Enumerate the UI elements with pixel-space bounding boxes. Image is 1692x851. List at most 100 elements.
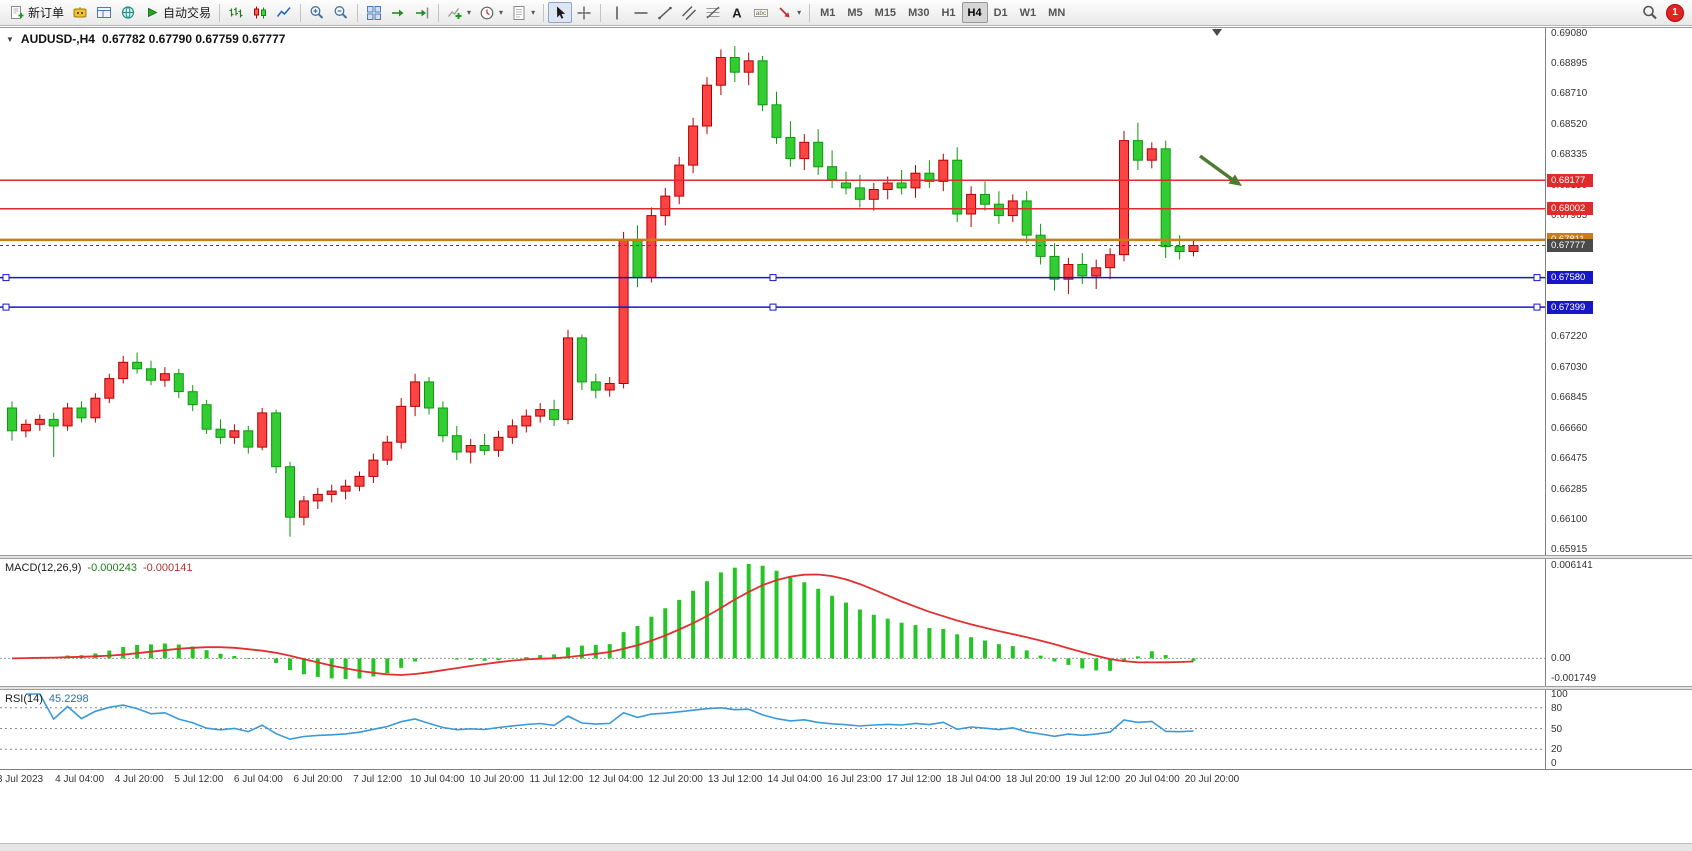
fibonacci-button[interactable]: [701, 2, 725, 23]
dropdown-caret-icon: ▾: [499, 8, 504, 17]
text-button[interactable]: A: [725, 2, 749, 23]
chart-quote: 0.67782 0.67790 0.67759 0.67777: [101, 32, 286, 46]
zoom-in-button[interactable]: [305, 2, 329, 23]
timeframe-m5-button[interactable]: M5: [847, 6, 863, 19]
one-click-trading-toggle-icon[interactable]: ▼: [6, 34, 14, 44]
time-axis-label: 10 Jul 04:00: [409, 774, 465, 785]
price-scale[interactable]: 0.69080 0.68895 0.68710 0.68520 0.68335 0.681…: [1547, 28, 1692, 555]
time-axis-label: 7 Jul 12:00: [353, 774, 403, 785]
toolbar-separator: [438, 3, 440, 22]
pane-splitter[interactable]: [0, 555, 1692, 559]
time-axis-label: 17 Jul 12:00: [886, 774, 942, 785]
zoom-out-icon: [334, 5, 348, 19]
line-handle[interactable]: [769, 274, 777, 282]
arrows-button[interactable]: ▾: [773, 2, 805, 23]
time-axis-label: 12 Jul 20:00: [648, 774, 703, 785]
new-order-button[interactable]: 新订单: [5, 2, 68, 23]
autotrading-button[interactable]: 自动交易: [140, 2, 215, 23]
macd-signal-value: -0.000141: [142, 562, 193, 574]
dropdown-caret-icon: ▾: [531, 8, 536, 17]
support-1-price-badge: 0.67580: [1547, 271, 1593, 285]
price-axis-label: 0.66660: [1551, 422, 1588, 434]
tile-windows-icon: [367, 5, 382, 20]
timeframe-m1-button[interactable]: M1: [820, 6, 836, 19]
line-handle[interactable]: [1533, 274, 1541, 282]
candlestick-chart-button[interactable]: [248, 2, 272, 23]
line-handle[interactable]: [2, 303, 10, 311]
macd-canvas[interactable]: [0, 559, 1546, 686]
resistance-1-price-badge: 0.68177: [1547, 173, 1593, 187]
price-chart-canvas[interactable]: [0, 28, 1546, 555]
pane-splitter[interactable]: [0, 686, 1692, 690]
sell-arrow-annotation[interactable]: [1198, 154, 1242, 186]
timeframe-w1-button[interactable]: W1: [1019, 6, 1037, 19]
line-handle[interactable]: [2, 274, 10, 282]
price-axis-label: 0.67220: [1551, 331, 1588, 343]
periods-button[interactable]: ▾: [475, 2, 507, 23]
notification-badge[interactable]: 1: [1667, 4, 1683, 21]
timeframe-d1-button[interactable]: D1: [993, 6, 1008, 19]
auto-scroll-button[interactable]: [386, 2, 410, 23]
bars-chart-button[interactable]: [224, 2, 248, 23]
rsi-axis-label: 50: [1551, 723, 1563, 735]
zoom-in-icon: [310, 5, 324, 19]
price-axis-label: 0.67030: [1551, 362, 1588, 374]
dropdown-caret-icon: ▾: [797, 8, 802, 17]
line-handle[interactable]: [769, 303, 777, 311]
navigator-button[interactable]: [116, 2, 140, 23]
price-axis-label: 0.68335: [1551, 149, 1588, 161]
time-axis-label: 13 Jul 12:00: [707, 774, 763, 785]
macd-main-value: -0.000243: [87, 562, 137, 574]
chart-shift-marker-icon[interactable]: [1212, 29, 1222, 36]
templates-button[interactable]: ▾: [507, 2, 539, 23]
horizontal-line-button[interactable]: [629, 2, 653, 23]
tile-windows-button[interactable]: [362, 2, 386, 23]
toolbar-separator: [219, 3, 221, 22]
timeframe-h4-button[interactable]: H4: [961, 2, 988, 23]
line-handle[interactable]: [1533, 303, 1541, 311]
cursor-button[interactable]: [548, 2, 573, 23]
chart-shift-button[interactable]: [410, 2, 434, 23]
globe-icon: [121, 5, 135, 19]
label-button[interactable]: abc: [749, 2, 773, 23]
rsi-canvas[interactable]: [0, 690, 1546, 769]
time-axis-label: 4 Jul 20:00: [114, 774, 164, 785]
time-axis-label: 20 Jul 20:00: [1184, 774, 1240, 785]
rsi-scale[interactable]: 100 80 50 20 0: [1547, 689, 1692, 769]
zoom-out-button[interactable]: [329, 2, 353, 23]
new-order-button-label: 新订单: [28, 6, 65, 20]
price-axis-label: 0.66475: [1551, 452, 1588, 464]
template-icon: [513, 5, 525, 20]
macd-scale[interactable]: 0.006141 0.00 -0.001749: [1547, 559, 1692, 686]
indicators-button[interactable]: ▾: [443, 2, 475, 23]
cursor-icon: [557, 6, 566, 19]
trendline-button[interactable]: [653, 2, 677, 23]
candlestick-icon: [254, 6, 267, 18]
timeframe-m30-button[interactable]: M30: [908, 6, 930, 19]
timeframe-mn-button[interactable]: MN: [1048, 6, 1066, 19]
autotrading-button-label: 自动交易: [163, 6, 212, 20]
channel-button[interactable]: [677, 2, 701, 23]
toolbar-separator: [600, 3, 602, 22]
vertical-line-button[interactable]: [605, 2, 629, 23]
expert-advisors-button[interactable]: [68, 2, 92, 23]
price-axis-label: 0.66100: [1551, 513, 1588, 525]
crosshair-button[interactable]: [572, 2, 596, 23]
data-window-button[interactable]: [92, 2, 116, 23]
timeframe-m15-button[interactable]: M15: [874, 6, 897, 19]
bars-chart-icon: [229, 7, 243, 17]
toolbar-separator: [357, 3, 359, 22]
chart-symbol-period: AUDUSD-,H4: [20, 32, 95, 46]
time-axis-label: 11 Jul 12:00: [529, 774, 584, 785]
time-axis-label: 10 Jul 20:00: [469, 774, 525, 785]
line-chart-button[interactable]: [272, 2, 296, 23]
timeframe-h1-button[interactable]: H1: [941, 6, 956, 19]
chart-title: ▼ AUDUSD-,H4 0.67782 0.67790 0.67759 0.6…: [6, 32, 285, 46]
search-button[interactable]: [1638, 2, 1662, 23]
rsi-axis-label: 20: [1551, 744, 1563, 756]
play-icon: [148, 7, 158, 17]
resistance-2-price-badge: 0.68002: [1547, 202, 1593, 216]
macd-axis-max: 0.006141: [1551, 560, 1593, 571]
chart-shift-icon: [416, 7, 429, 18]
time-axis[interactable]: 3 Jul 2023 4 Jul 04:00 4 Jul 20:00 5 Jul 12…: [0, 769, 1692, 789]
